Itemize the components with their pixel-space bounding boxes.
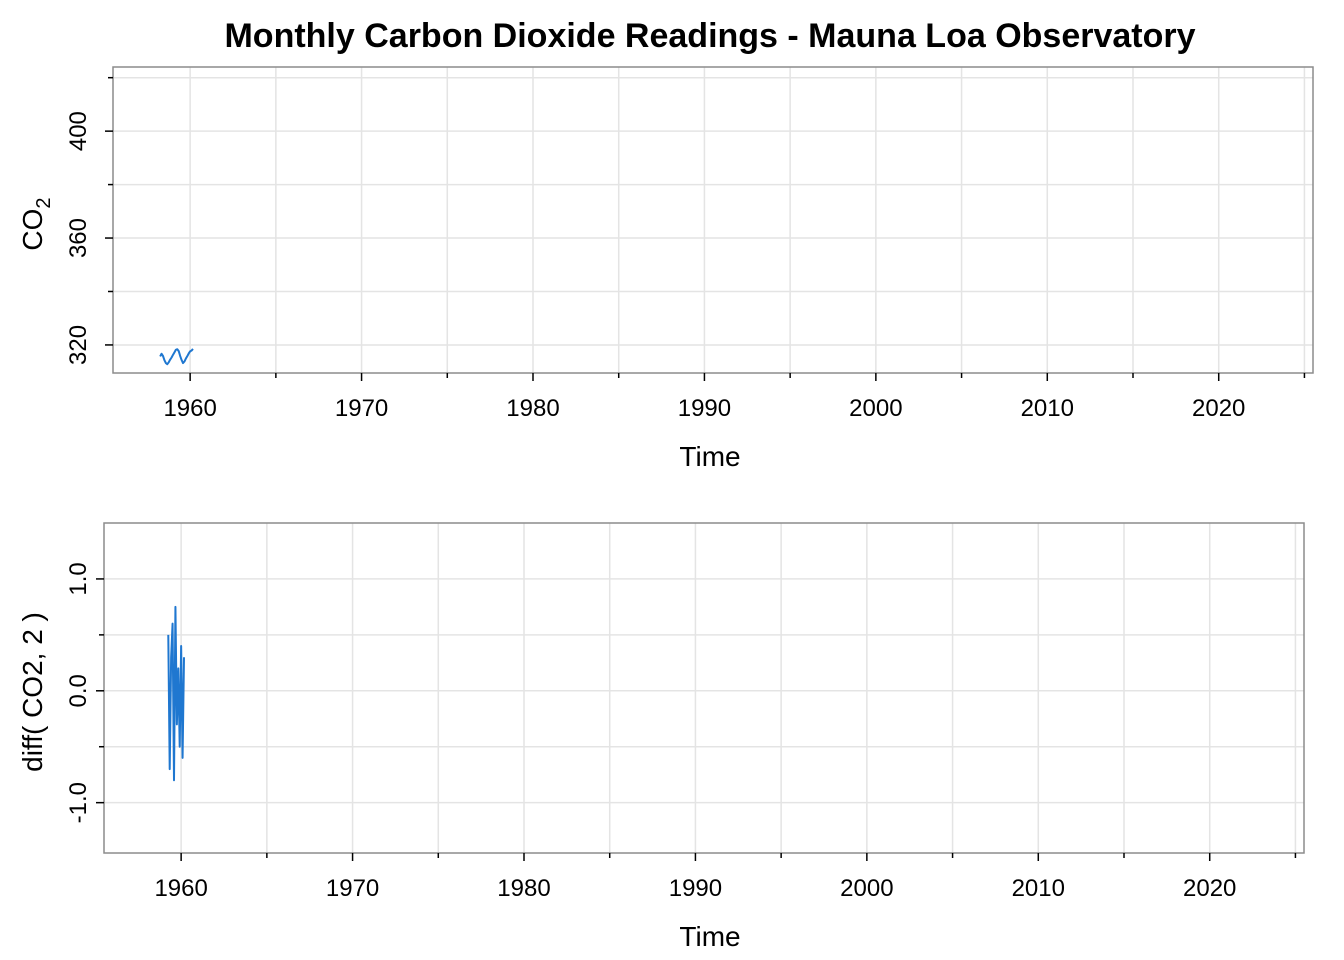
top-x-tick-label: 1980 <box>506 395 559 422</box>
bottom-y-tick-label: 0.0 <box>65 674 92 707</box>
bottom-plot-frame <box>103 522 1305 854</box>
bottom-x-tick-label: 1990 <box>669 875 722 902</box>
top-y-tick-label: 400 <box>65 111 92 151</box>
bottom-x-tick-label: 2000 <box>840 875 893 902</box>
bottom-x-tick-label: 2010 <box>1012 875 1065 902</box>
bottom-series-line <box>167 605 185 782</box>
top-y-axis-label-subscript: 2 <box>33 197 55 208</box>
top-x-tick-label: 2020 <box>1192 395 1245 422</box>
top-plot-frame <box>112 66 1314 374</box>
top-series-line <box>159 348 194 366</box>
top-panel: 1960 1970 1980 1990 2000 2010 2020 320 360 400 <box>65 66 1314 422</box>
top-y-axis-label: CO2 <box>17 197 55 250</box>
bottom-x-tick-label: 1960 <box>154 875 207 902</box>
bottom-y-tick-label: -1.0 <box>65 782 92 823</box>
chart-title: Monthly Carbon Dioxide Readings - Mauna … <box>224 17 1195 55</box>
top-x-tick-label: 1990 <box>678 395 731 422</box>
top-x-tick-label: 2000 <box>849 395 902 422</box>
top-x-tick-label: 2010 <box>1021 395 1074 422</box>
bottom-panel: 1960 1970 1980 1990 2000 2010 2020 -1.0 0.0 1.0 <box>65 522 1305 902</box>
bottom-x-tick-label: 1980 <box>497 875 550 902</box>
top-x-axis-label: Time <box>679 441 740 472</box>
top-y-tick-label: 360 <box>65 218 92 258</box>
top-x-tick-label: 1970 <box>335 395 388 422</box>
bottom-x-tick-label: 1970 <box>326 875 379 902</box>
top-x-tick-label: 1960 <box>163 395 216 422</box>
top-y-tick-label: 320 <box>65 325 92 365</box>
top-y-axis-label-main: CO <box>17 209 48 251</box>
bottom-y-tick-label: 1.0 <box>65 562 92 595</box>
bottom-y-axis-label: diff( CO2, 2 ) <box>17 612 48 772</box>
bottom-x-axis-label: Time <box>679 921 740 952</box>
bottom-x-tick-label: 2020 <box>1183 875 1236 902</box>
